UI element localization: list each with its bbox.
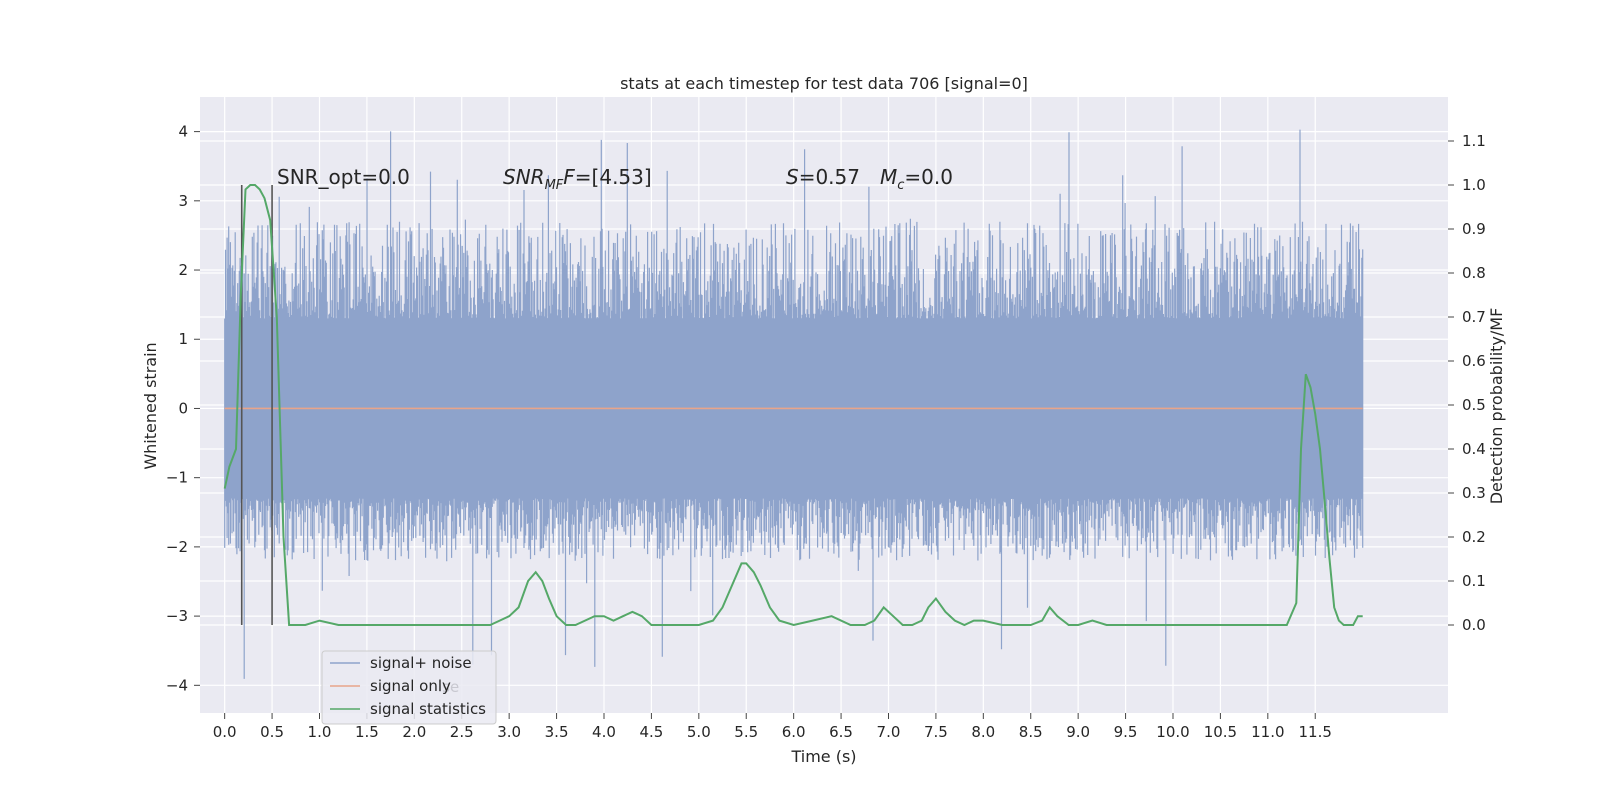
y-axis-label-right: Detection probability/MF: [1487, 308, 1506, 505]
y-tick-label-left: 2: [178, 261, 188, 279]
annotation-s: S=0.57: [786, 165, 860, 189]
x-tick-label: 5.0: [687, 723, 711, 741]
x-tick-label: 7.0: [877, 723, 901, 741]
x-tick-label: 4.0: [592, 723, 616, 741]
y-tick-label-left: −4: [166, 676, 188, 694]
y-tick-label-right: 0.9: [1462, 220, 1486, 238]
annotation-mc: Mc=0.0: [880, 165, 953, 193]
x-tick-label: 3.0: [497, 723, 521, 741]
annotation-snr-opt: SNR_opt=0.0: [277, 165, 410, 189]
y-tick-label-right: 0.4: [1462, 440, 1486, 458]
y-tick-label-right: 0.1: [1462, 572, 1486, 590]
y-tick-label-right: 0.7: [1462, 308, 1486, 326]
x-tick-label: 1.5: [355, 723, 379, 741]
x-tick-label: 8.5: [1019, 723, 1043, 741]
y-axis-label-left: Whitened strain: [141, 342, 160, 469]
x-tick-label: 9.5: [1114, 723, 1138, 741]
y-tick-label-right: 0.3: [1462, 484, 1486, 502]
x-tick-label: 1.0: [308, 723, 332, 741]
legend-item-signal-only: signal only: [370, 677, 451, 695]
x-tick-label: 11.0: [1251, 723, 1284, 741]
y-tick-label-left: 0: [178, 399, 188, 417]
chart-title: stats at each timestep for test data 706…: [620, 74, 1028, 93]
x-tick-label: 6.0: [782, 723, 806, 741]
x-tick-label: 4.5: [639, 723, 663, 741]
legend-item-signal-statistics: signal statistics: [370, 700, 486, 718]
signal-noise-trace: [224, 129, 1364, 679]
y-tick-label-right: 0.8: [1462, 264, 1486, 282]
y-tick-label-right: 0.2: [1462, 528, 1486, 546]
x-tick-label: 0.5: [260, 723, 284, 741]
x-tick-label: 10.5: [1204, 723, 1237, 741]
y-tick-label-right: 1.0: [1462, 176, 1486, 194]
y-tick-label-right: 1.1: [1462, 132, 1486, 150]
y-tick-label-right: 0.5: [1462, 396, 1486, 414]
y-tick-label-left: −1: [166, 469, 188, 487]
x-tick-label: 3.5: [545, 723, 569, 741]
legend: ise signal+ noise signal only signal sta…: [321, 650, 497, 725]
y-tick-label-left: 1: [178, 330, 188, 348]
y-tick-label-left: −2: [166, 538, 188, 556]
y-tick-label-right: 0.6: [1462, 352, 1486, 370]
x-tick-label: 10.0: [1156, 723, 1189, 741]
annotation-snr-mf: SNRMFF=[4.53]: [503, 165, 652, 193]
x-tick-label: 7.5: [924, 723, 948, 741]
x-tick-label: 8.0: [971, 723, 995, 741]
legend-item-signal-noise: signal+ noise: [370, 654, 472, 672]
signal-statistics-line: [223, 184, 1363, 627]
x-tick-label: 0.0: [213, 723, 237, 741]
y-tick-label-right: 0.0: [1462, 616, 1486, 634]
x-tick-label: 11.5: [1299, 723, 1332, 741]
x-tick-label: 2.5: [450, 723, 474, 741]
x-tick-label: 6.5: [829, 723, 853, 741]
x-tick-label: 2.0: [402, 723, 426, 741]
stats-layer: [223, 184, 1363, 627]
y-tick-label-left: 4: [178, 123, 188, 141]
legend-box: [321, 650, 497, 725]
y-tick-label-left: 3: [178, 192, 188, 210]
ticks-layer: 0.0 0.5 1.0 1.5 2.0 2.5 3.0 3.5 4.0 4.5 5.0 5.5 6.0 6…: [166, 123, 1486, 741]
y-tick-label-left: −3: [166, 607, 188, 625]
x-tick-label: 5.5: [734, 723, 758, 741]
x-axis-label: Time (s): [790, 747, 856, 766]
x-tick-label: 9.0: [1066, 723, 1090, 741]
legend-ghost-text: ise: [438, 678, 459, 696]
